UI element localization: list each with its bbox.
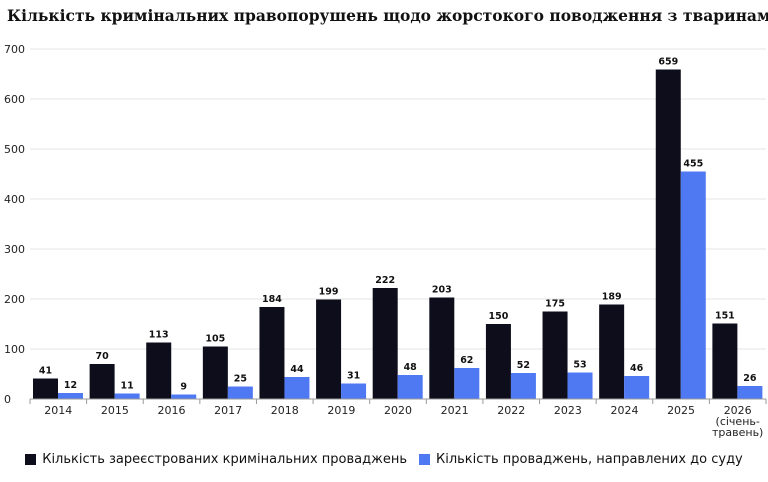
legend-label-court: Кількість проваджень, направлених до суд… xyxy=(435,452,743,467)
x-tick-label: 2015 xyxy=(101,404,129,417)
data-label: 199 xyxy=(319,287,339,298)
bar-registered[interactable] xyxy=(599,304,625,400)
data-label: 11 xyxy=(120,381,133,392)
x-tick-label: 2014 xyxy=(44,404,72,417)
data-label: 113 xyxy=(149,330,169,341)
legend-label-registered: Кількість зареєстрованих кримінальних пр… xyxy=(42,452,407,467)
bar-court[interactable] xyxy=(58,393,83,399)
data-label: 105 xyxy=(205,334,225,345)
x-tick-label: 2022 xyxy=(497,404,525,417)
y-axis: 0 100 200 300 400 500 600 700 xyxy=(4,43,25,406)
x-tick-label: 2016 xyxy=(158,404,186,417)
bar-registered[interactable] xyxy=(89,364,115,399)
legend-item-registered[interactable]: Кількість зареєстрованих кримінальних пр… xyxy=(25,452,407,467)
chart-title: Кількість кримінальних правопорушень щод… xyxy=(7,6,768,25)
legend-swatch-court xyxy=(418,454,430,465)
data-label: 659 xyxy=(658,57,678,68)
bar-court[interactable] xyxy=(114,393,140,400)
data-label: 203 xyxy=(432,285,452,296)
x-tick-label: 2021 xyxy=(441,404,469,417)
bar-court[interactable] xyxy=(284,377,310,399)
y-tick-label: 0 xyxy=(4,393,11,406)
data-label: 25 xyxy=(234,374,247,385)
x-tick-label: 2023 xyxy=(554,404,582,417)
bar-registered[interactable] xyxy=(655,69,681,400)
bar-court[interactable] xyxy=(227,386,253,400)
x-tick-label: 2017 xyxy=(214,404,242,417)
y-tick-label: 600 xyxy=(4,93,25,106)
legend-swatch-registered xyxy=(25,454,37,465)
data-label: 222 xyxy=(375,275,395,286)
bar-registered[interactable] xyxy=(429,297,455,400)
data-label: 44 xyxy=(290,364,304,375)
data-labels: 41 70 113 105 184 199 222 203 150 175 189 659 151 12 1… xyxy=(39,57,757,393)
legend: Кількість зареєстрованих кримінальних пр… xyxy=(0,452,768,467)
data-label: 9 xyxy=(180,382,187,393)
x-tick-label: 2018 xyxy=(271,404,299,417)
data-label: 41 xyxy=(39,366,52,377)
data-label: 46 xyxy=(630,363,644,374)
legend-item-court[interactable]: Кількість проваджень, направлених до суд… xyxy=(418,452,743,467)
bar-court[interactable] xyxy=(680,171,706,400)
y-tick-label: 700 xyxy=(4,43,25,56)
grid xyxy=(30,48,766,350)
data-label: 48 xyxy=(404,362,418,373)
bar-court[interactable] xyxy=(510,373,536,399)
bar-registered[interactable] xyxy=(259,307,285,399)
bar-registered[interactable] xyxy=(712,323,738,400)
bar-registered[interactable] xyxy=(33,378,58,400)
bar-court[interactable] xyxy=(171,394,197,400)
x-tick-label: 2019 xyxy=(327,404,355,417)
x-tick-label: 2025 xyxy=(667,404,695,417)
bar-court[interactable] xyxy=(624,376,650,399)
bar-court[interactable] xyxy=(341,383,367,400)
data-label: 62 xyxy=(460,355,473,366)
data-label: 70 xyxy=(95,351,109,362)
data-label: 184 xyxy=(262,294,282,305)
data-label: 26 xyxy=(743,373,757,384)
bar-registered[interactable] xyxy=(202,346,228,400)
bar-registered[interactable] xyxy=(542,311,568,400)
data-label: 53 xyxy=(573,360,586,371)
y-tick-label: 500 xyxy=(4,143,25,156)
bar-court[interactable] xyxy=(454,368,480,399)
bar-registered[interactable] xyxy=(372,288,398,399)
data-label: 151 xyxy=(715,311,735,322)
bar-registered[interactable] xyxy=(146,342,172,400)
data-label: 12 xyxy=(64,380,77,391)
y-tick-label: 400 xyxy=(4,193,25,206)
bar-registered[interactable] xyxy=(316,299,342,400)
x-tick-label: 2020 xyxy=(384,404,412,417)
data-label: 52 xyxy=(517,360,530,371)
x-tick-label: 2024 xyxy=(610,404,638,417)
bar-court[interactable] xyxy=(397,375,423,399)
bar-court[interactable] xyxy=(567,372,593,400)
data-label: 175 xyxy=(545,299,565,310)
y-tick-label: 100 xyxy=(4,343,25,356)
x-axis: 2014 2015 2016 2017 2018 2019 2020 2021 2022 2023… xyxy=(29,398,767,439)
data-label: 455 xyxy=(683,159,703,170)
y-tick-label: 300 xyxy=(4,243,25,256)
data-label: 150 xyxy=(489,311,509,322)
x-tick-label: 2026 (січень-травень) xyxy=(712,404,763,439)
bars xyxy=(33,69,763,400)
data-label: 189 xyxy=(602,292,622,303)
bar-registered[interactable] xyxy=(485,324,511,399)
bar-court[interactable] xyxy=(737,386,763,399)
data-label: 31 xyxy=(347,371,360,382)
y-tick-label: 200 xyxy=(4,293,25,306)
